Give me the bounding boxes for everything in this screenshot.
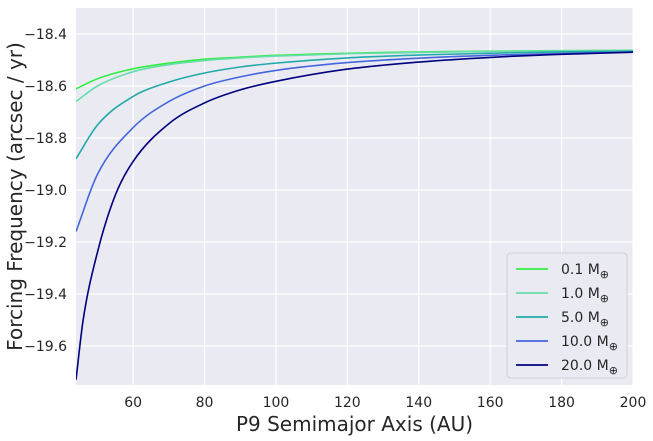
x-tick-label: 200 <box>620 395 647 411</box>
legend-label: 20.0 M⊕ <box>561 358 618 377</box>
y-tick-label: −18.4 <box>24 27 67 43</box>
series-line-1 <box>76 49 633 103</box>
x-tick-label: 140 <box>405 395 432 411</box>
legend-label: 1.0 M⊕ <box>561 286 609 305</box>
x-tick-label: 80 <box>196 395 214 411</box>
legend-series-name: 1.0 M <box>561 286 600 302</box>
y-tick-label: −19.6 <box>24 339 67 355</box>
x-axis-label: P9 Semimajor Axis (AU) <box>236 412 473 436</box>
legend-series-name: 5.0 M <box>561 310 600 326</box>
x-tick-label: 180 <box>548 395 575 411</box>
x-tick-label: 60 <box>124 395 142 411</box>
earth-symbol: ⊕ <box>600 292 609 305</box>
series-line-2 <box>76 50 633 160</box>
legend-series-name: 20.0 M <box>561 358 609 374</box>
series-lines <box>76 49 633 380</box>
series-line-3 <box>76 51 633 232</box>
earth-symbol: ⊕ <box>609 364 618 377</box>
legend: 0.1 M⊕1.0 M⊕5.0 M⊕10.0 M⊕20.0 M⊕ <box>506 252 628 379</box>
legend-label: 5.0 M⊕ <box>561 310 609 329</box>
y-tick-labels: −18.4 −18.6 −18.8 −19.0 −19.2 −19.4 −19.6 <box>24 27 67 355</box>
earth-symbol: ⊕ <box>600 268 609 281</box>
y-axis-label: Forcing Frequency (arcsec / yr) <box>3 42 27 351</box>
legend-label: 0.1 M⊕ <box>561 262 609 281</box>
y-tick-label: −19.0 <box>24 183 67 199</box>
legend-series-name: 10.0 M <box>561 334 609 350</box>
legend-box <box>506 252 628 379</box>
y-tick-label: −18.8 <box>24 131 67 147</box>
y-tick-label: −18.6 <box>24 79 67 95</box>
earth-symbol: ⊕ <box>600 316 609 329</box>
x-tick-label: 120 <box>334 395 361 411</box>
y-tick-label: −19.4 <box>24 287 67 303</box>
x-tick-labels: 60 80 100 120 140 160 180 200 <box>124 395 646 411</box>
legend-series-name: 0.1 M <box>561 262 600 278</box>
earth-symbol: ⊕ <box>609 340 618 353</box>
series-line-4 <box>76 51 633 380</box>
x-tick-label: 160 <box>477 395 504 411</box>
legend-label: 10.0 M⊕ <box>561 334 618 353</box>
x-tick-label: 100 <box>263 395 290 411</box>
y-tick-label: −19.2 <box>24 235 67 251</box>
